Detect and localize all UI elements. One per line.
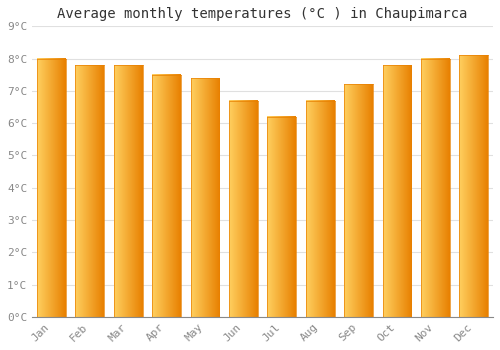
Title: Average monthly temperatures (°C ) in Chaupimarca: Average monthly temperatures (°C ) in Ch… <box>58 7 468 21</box>
